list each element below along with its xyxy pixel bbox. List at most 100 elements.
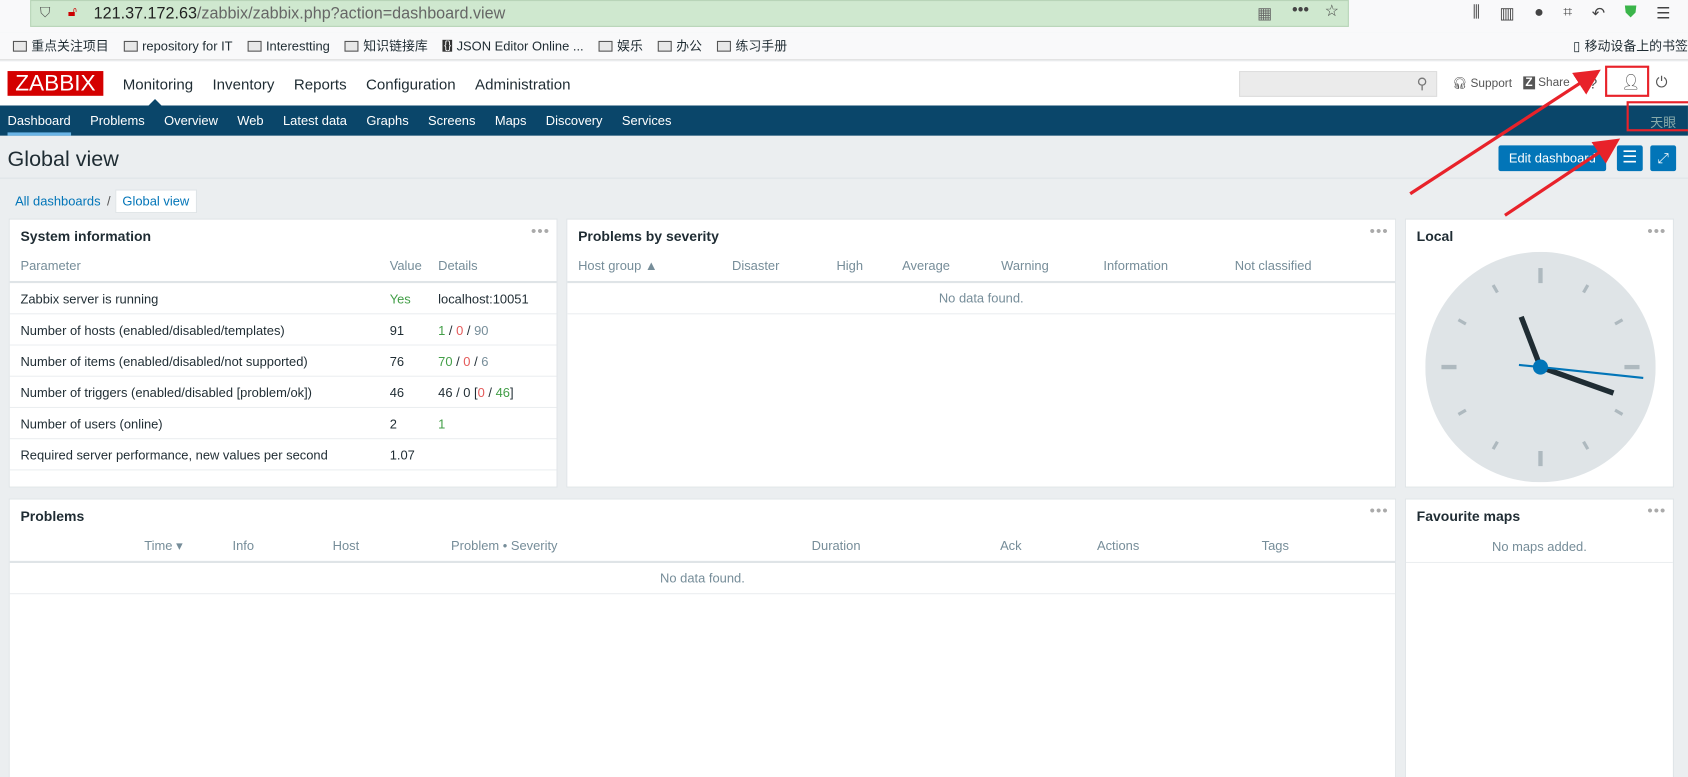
submenu-web[interactable]: Web (237, 113, 264, 129)
table-row: Number of hosts (enabled/disabled/templa… (9, 314, 557, 346)
mobile-bookmarks[interactable]: ▯ 移动设备上的书签 (1573, 37, 1688, 55)
second-hand (1540, 366, 1644, 379)
menu-inventory[interactable]: Inventory (212, 75, 275, 93)
column-header: Host (332, 538, 360, 554)
system-information-widget: System information ••• Parameter Value D… (8, 218, 558, 488)
bookmark-label: 知识链接库 (363, 38, 428, 54)
bookmark-label: 练习手册 (735, 38, 788, 54)
help-button[interactable]: ? (1588, 74, 1598, 92)
widget-menu-icon[interactable]: ••• (1369, 221, 1389, 239)
table-row: Number of items (enabled/disabled/not su… (9, 346, 557, 377)
fullscreen-icon[interactable]: ⤢ (1650, 145, 1677, 172)
param: Number of triggers (enabled/disabled [pr… (20, 385, 312, 401)
submenu-overview[interactable]: Overview (164, 113, 218, 129)
bookmark-label: 办公 (676, 38, 703, 54)
bookmark[interactable]: 办公 (657, 37, 703, 55)
column-header: Tags (1261, 538, 1289, 554)
search-icon[interactable]: ⚲ (1416, 74, 1428, 92)
back-icon[interactable]: ↶ (1591, 4, 1606, 23)
user-profile-icon[interactable]: 👤︎ (1621, 73, 1641, 91)
bookmark[interactable]: repository for IT (123, 38, 233, 54)
menu-reports[interactable]: Reports (293, 75, 347, 93)
sidebar-icon[interactable]: ▥ (1499, 4, 1515, 23)
widget-menu-icon[interactable]: ••• (531, 221, 551, 239)
column-header: Not classified (1234, 258, 1312, 274)
crop-icon[interactable]: ⌗ (1563, 3, 1573, 22)
clock-widget: Local ••• (1404, 218, 1674, 488)
breadcrumb: All dashboards / Global view (9, 189, 197, 214)
sign-out-icon[interactable]: ⏻ (1655, 73, 1668, 91)
breadcrumb-all-dashboards[interactable]: All dashboards (15, 193, 101, 209)
zabbix-share-icon: Z (1523, 76, 1535, 90)
submenu-problems[interactable]: Problems (90, 113, 145, 129)
folder-icon (12, 40, 27, 52)
bookmark-label: 重点关注项目 (31, 38, 109, 54)
widget-menu-icon[interactable]: ••• (1647, 501, 1667, 519)
extension-icon[interactable]: ● (1534, 3, 1544, 22)
dashboard-actions-menu-icon[interactable]: ☰ (1616, 145, 1643, 172)
star-icon[interactable]: ☆ (1324, 2, 1340, 21)
column-header: Actions (1096, 538, 1140, 554)
bookmark[interactable]: 练习手册 (717, 37, 787, 55)
bookmark[interactable]: 重点关注项目 (12, 37, 109, 55)
submenu-discovery[interactable]: Discovery (545, 113, 603, 129)
qr-icon[interactable]: ▦ (1257, 4, 1273, 23)
sub-menu: Dashboard Problems Overview Web Latest d… (0, 105, 1688, 136)
clock-center (1532, 359, 1549, 375)
submenu-maps[interactable]: Maps (494, 113, 527, 129)
value: 91 (389, 322, 405, 339)
share-link[interactable]: Z Share (1523, 76, 1570, 90)
support-link[interactable]: 🎧︎ Support (1452, 76, 1512, 91)
library-icon[interactable]: ⫼ (1472, 3, 1481, 22)
column-header-host-group[interactable]: Host group ▲ (578, 258, 658, 274)
column-header: Duration (811, 538, 861, 554)
menu-icon[interactable]: ☰ (1656, 4, 1671, 23)
menu-configuration[interactable]: Configuration (366, 75, 456, 93)
phone-icon: ▯ (1573, 38, 1581, 54)
url-path: /zabbix/zabbix.php?action=dashboard.view (196, 4, 506, 23)
hour-mark (1614, 318, 1624, 326)
submenu-latest-data[interactable]: Latest data (283, 113, 347, 129)
menu-administration[interactable]: Administration (475, 75, 571, 93)
no-data-message: No data found. (660, 570, 745, 586)
bookmark-label: repository for IT (142, 38, 233, 54)
edit-dashboard-button[interactable]: Edit dashboard (1498, 145, 1607, 172)
submenu-services[interactable]: Services (621, 113, 672, 129)
bookmark[interactable]: 知识链接库 (344, 37, 428, 55)
folder-icon (717, 40, 732, 52)
problems-by-severity-widget: Problems by severity ••• Host group ▲ Di… (566, 218, 1397, 488)
folder-icon (247, 40, 262, 52)
annotation-box-server-name (1626, 101, 1688, 132)
param: Number of items (enabled/disabled/not su… (20, 354, 308, 370)
submenu-dashboard[interactable]: Dashboard (7, 113, 71, 136)
folder-icon (123, 40, 138, 52)
hour-mark (1582, 440, 1590, 450)
submenu-screens[interactable]: Screens (428, 113, 476, 129)
url-host: 121.37.172.63 (93, 4, 197, 23)
hour-hand (1518, 315, 1543, 369)
bookmark[interactable]: 娱乐 (598, 37, 643, 55)
shield-check-icon[interactable]: ⛊ (1624, 3, 1637, 22)
widget-menu-icon[interactable]: ••• (1647, 221, 1667, 239)
bookmark[interactable]: {} JSON Editor Online ... (442, 38, 584, 53)
search-input[interactable] (1239, 71, 1438, 97)
zabbix-logo[interactable]: ZABBIX (7, 71, 104, 96)
widget-title: Problems by severity (578, 228, 719, 245)
problems-widget: Problems ••• Time ▾ Info Host Problem • … (8, 498, 1397, 777)
bookmark[interactable]: Interestting (247, 38, 330, 53)
menu-monitoring[interactable]: Monitoring (122, 75, 194, 93)
column-header-time[interactable]: Time ▾ (144, 538, 183, 554)
more-icon[interactable]: ••• (1292, 1, 1310, 20)
column-header: Average (902, 258, 950, 274)
column-header: Details (438, 258, 478, 274)
breadcrumb-global-view[interactable]: Global view (114, 189, 197, 214)
divider (0, 177, 1688, 179)
table-row: Zabbix server is running Yes localhost:100… (9, 283, 557, 315)
submenu-graphs[interactable]: Graphs (366, 113, 409, 129)
widget-menu-icon[interactable]: ••• (1369, 501, 1389, 519)
no-maps-message: No maps added. (1491, 539, 1587, 555)
url-bar[interactable]: ⛉ 🔓︎ 121.37.172.63/zabbix/zabbix.php?act… (30, 0, 1349, 27)
share-label: Share (1538, 76, 1570, 90)
details: 70 / 0 / 6 (438, 354, 489, 370)
insecure-lock-icon: 🔓︎ (67, 3, 77, 20)
